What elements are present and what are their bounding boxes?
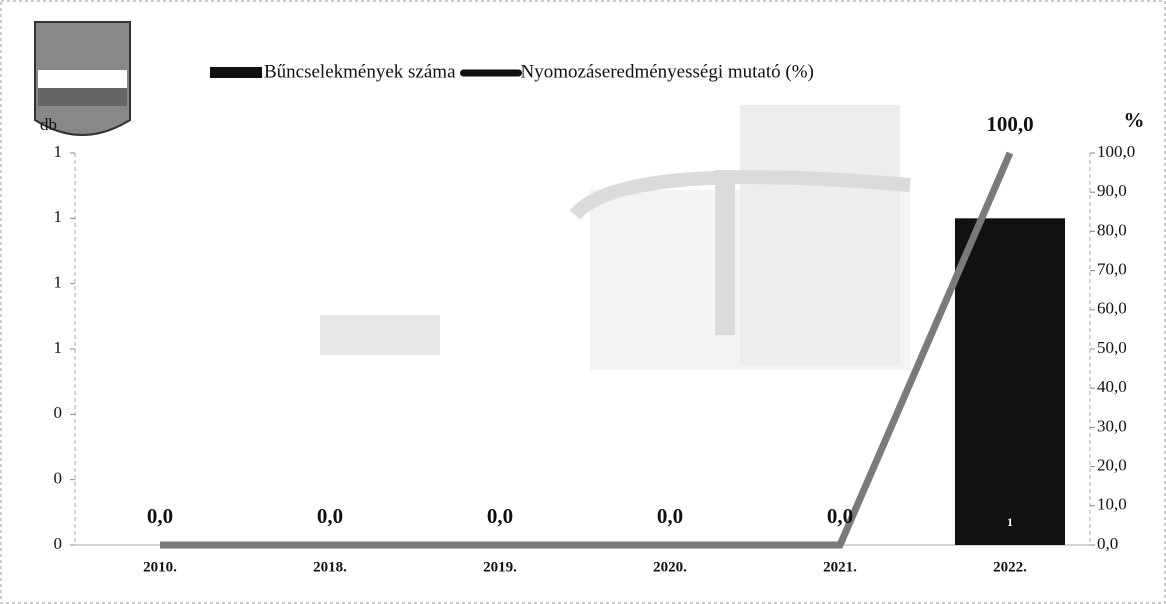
y-tick-label: 0 — [54, 469, 63, 488]
x-tick-label: 2021. — [823, 559, 857, 575]
y-tick-label: 1 — [54, 142, 63, 161]
bar-value-label: 1 — [1007, 515, 1013, 529]
y2-tick-label: 80,0 — [1097, 220, 1127, 239]
line-value-label: 0,0 — [317, 504, 343, 528]
x-tick-label: 2020. — [653, 559, 687, 575]
line-value-label: 0,0 — [487, 504, 513, 528]
y-tick-label: 0 — [54, 403, 63, 422]
line-value-label: 0,0 — [147, 504, 173, 528]
y2-tick-label: 100,0 — [1097, 142, 1135, 161]
y-axis-title: db — [40, 115, 57, 134]
y2-tick-label: 40,0 — [1097, 377, 1127, 396]
y2-tick-label: 70,0 — [1097, 260, 1127, 279]
logo — [34, 21, 131, 136]
background-building — [320, 105, 911, 370]
x-tick-label: 2018. — [313, 559, 347, 575]
x-tick-label: 2022. — [993, 559, 1027, 575]
y-tick-label: 1 — [54, 273, 63, 292]
y-tick-label: 1 — [54, 338, 63, 357]
legend-label: Nyomozáseredményességi mutató (%) — [521, 61, 814, 82]
legend-swatch — [210, 67, 262, 78]
bar — [955, 218, 1065, 546]
y-tick-label: 0 — [54, 534, 63, 553]
x-tick-label: 2019. — [483, 559, 517, 575]
y2-tick-label: 60,0 — [1097, 299, 1127, 318]
y2-tick-label: 20,0 — [1097, 456, 1127, 475]
y2-tick-label: 50,0 — [1097, 338, 1127, 357]
y2-tick-label: 90,0 — [1097, 181, 1127, 200]
legend-label: Bűncselekmények száma — [264, 61, 456, 82]
x-tick-label: 2010. — [143, 559, 177, 575]
y-tick-label: 1 — [54, 207, 63, 226]
y2-tick-label: 10,0 — [1097, 495, 1127, 514]
y2-axis-title: % — [1124, 108, 1145, 132]
line-value-label: 0,0 — [827, 504, 853, 528]
y2-tick-label: 0,0 — [1097, 534, 1118, 553]
y2-tick-label: 30,0 — [1097, 416, 1127, 435]
line-value-label: 100,0 — [986, 112, 1033, 136]
line — [160, 151, 1014, 549]
line-value-label: 0,0 — [657, 504, 683, 528]
